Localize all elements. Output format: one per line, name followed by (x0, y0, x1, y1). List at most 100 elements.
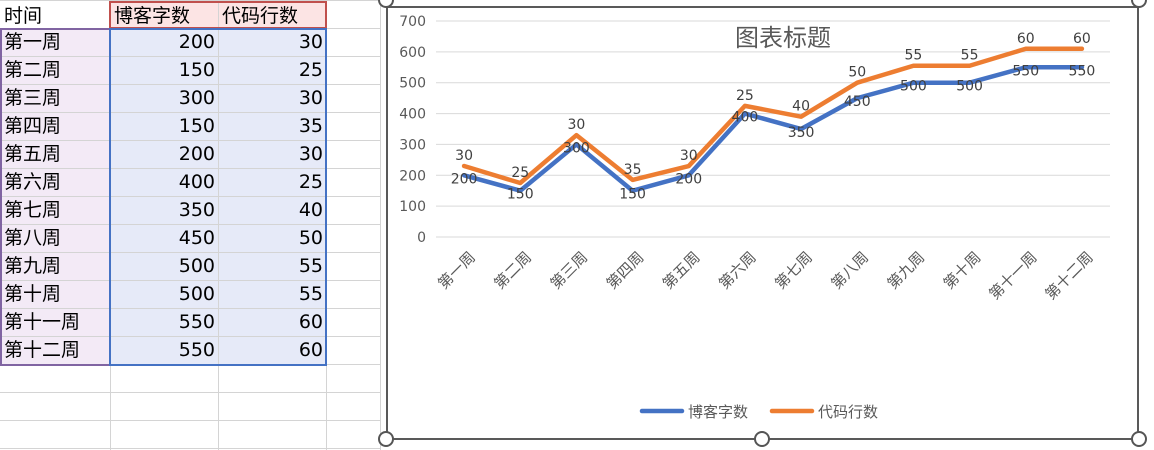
row-gridline (0, 140, 380, 141)
code-lines-data-label: 60 (1017, 31, 1035, 47)
week-cell[interactable]: 第七周 (4, 199, 62, 221)
x-tick-label: 第一周 (434, 248, 479, 293)
code-lines-cell[interactable]: 25 (298, 59, 323, 81)
y-tick-label: 500 (399, 76, 426, 92)
x-tick-label: 第十二周 (1042, 248, 1097, 303)
header-cell[interactable]: 博客字数 (114, 5, 191, 27)
spreadsheet: 时间 博客字数 代码行数第一周 200 30 第二周 150 25 第三周 300 30 第四周 150… (0, 0, 381, 450)
blog-words-cell[interactable]: 200 (178, 143, 215, 165)
blog-words-cell[interactable]: 550 (178, 339, 215, 361)
blog-words-data-label: 500 (956, 79, 983, 95)
code-lines-cell[interactable]: 55 (298, 283, 323, 305)
week-cell[interactable]: 第三周 (4, 87, 62, 109)
x-tick-label: 第九周 (884, 248, 929, 293)
chart-area[interactable]: 0 100 200 300 400 500 600 700 图表标题 第一周 第二周 第三周 第四周 第五… (386, 6, 1139, 440)
week-cell[interactable]: 第十一周 (4, 311, 81, 333)
blog-words-data-label: 350 (788, 125, 815, 141)
code-lines-cell[interactable]: 55 (298, 255, 323, 277)
row-gridline (0, 252, 380, 253)
blog-words-data-label: 550 (1012, 63, 1039, 79)
header-cell[interactable]: 代码行数 (222, 5, 299, 27)
column-gridline (218, 0, 219, 450)
code-lines-data-label: 35 (624, 162, 642, 178)
row-gridline (0, 0, 380, 1)
y-tick-label: 700 (399, 14, 426, 30)
resize-handle-bottom-right[interactable] (1131, 431, 1147, 447)
row-gridline (0, 224, 380, 225)
code-lines-data-label: 25 (736, 88, 754, 104)
code-lines-cell[interactable]: 35 (298, 115, 323, 137)
legend-label-1: 博客字数 (688, 403, 748, 421)
blog-words-cell[interactable]: 200 (178, 31, 215, 53)
code-lines-cell[interactable]: 60 (298, 311, 323, 333)
week-cell[interactable]: 第五周 (4, 143, 62, 165)
code-lines-data-label: 55 (961, 48, 979, 64)
x-tick-label: 第三周 (547, 248, 592, 293)
blog-words-data-label: 450 (844, 94, 871, 110)
code-lines-cell[interactable]: 60 (298, 339, 323, 361)
row-gridline (0, 56, 380, 57)
row-gridline (0, 308, 380, 309)
week-cell[interactable]: 第四周 (4, 115, 62, 137)
x-tick-label: 第十周 (940, 248, 985, 293)
y-tick-label: 200 (399, 168, 426, 184)
code-lines-data-label: 25 (511, 165, 529, 181)
code-lines-data-label: 40 (792, 99, 810, 115)
blog-words-cell[interactable]: 450 (178, 227, 215, 249)
resize-handle-bottom-middle[interactable] (754, 431, 770, 447)
row-gridline (0, 168, 380, 169)
week-cell[interactable]: 第九周 (4, 255, 62, 277)
week-cell[interactable]: 第二周 (4, 59, 62, 81)
code-lines-cell[interactable]: 50 (298, 227, 323, 249)
blog-words-cell[interactable]: 500 (178, 255, 215, 277)
week-cell[interactable]: 第一周 (4, 31, 62, 53)
header-cell[interactable]: 时间 (4, 5, 43, 27)
row-gridline (0, 420, 380, 421)
blog-words-data-label: 150 (619, 187, 646, 203)
row-gridline (0, 84, 380, 85)
code-lines-cell[interactable]: 30 (298, 31, 323, 53)
row-gridline (0, 392, 380, 393)
series-line-1 (461, 65, 1085, 193)
week-cell[interactable]: 第八周 (4, 227, 62, 249)
blog-words-cell[interactable]: 150 (178, 115, 215, 137)
code-lines-cell[interactable]: 40 (298, 199, 323, 221)
week-cell[interactable]: 第六周 (4, 171, 62, 193)
resize-handle-bottom-left[interactable] (378, 431, 394, 447)
blog-words-data-label: 200 (451, 171, 478, 187)
column-gridline (380, 0, 381, 450)
y-tick-label: 300 (399, 137, 426, 153)
blog-words-cell[interactable]: 300 (178, 87, 215, 109)
code-lines-data-label: 30 (568, 117, 586, 133)
x-tick-label: 第二周 (491, 248, 536, 293)
blog-words-data-label: 550 (1069, 63, 1096, 79)
blog-words-data-label: 200 (675, 171, 702, 187)
blog-words-cell[interactable]: 550 (178, 311, 215, 333)
x-tick-label: 第六周 (715, 248, 760, 293)
values-range-border (109, 28, 327, 366)
x-tick-label: 第八周 (828, 248, 873, 293)
legend-label-2: 代码行数 (818, 403, 878, 421)
week-cell[interactable]: 第十周 (4, 283, 62, 305)
code-lines-cell[interactable]: 30 (298, 87, 323, 109)
row-gridline (0, 280, 380, 281)
chart-title: 图表标题 (735, 24, 831, 52)
x-tick-label: 第四周 (603, 248, 648, 293)
x-tick-label: 第七周 (771, 248, 816, 293)
code-lines-cell[interactable]: 30 (298, 143, 323, 165)
week-cell[interactable]: 第十二周 (4, 339, 81, 361)
blog-words-cell[interactable]: 350 (178, 199, 215, 221)
code-lines-data-label: 30 (455, 148, 473, 164)
code-lines-data-label: 30 (680, 148, 698, 164)
blog-words-data-label: 500 (900, 79, 927, 95)
row-gridline (0, 112, 380, 113)
blog-words-cell[interactable]: 400 (178, 171, 215, 193)
blog-words-cell[interactable]: 150 (178, 59, 215, 81)
blog-words-data-label: 300 (563, 140, 590, 156)
series-line-2 (461, 46, 1085, 186)
row-gridline (0, 448, 380, 449)
blog-words-cell[interactable]: 500 (178, 283, 215, 305)
code-lines-cell[interactable]: 25 (298, 171, 323, 193)
row-gridline (0, 336, 380, 337)
